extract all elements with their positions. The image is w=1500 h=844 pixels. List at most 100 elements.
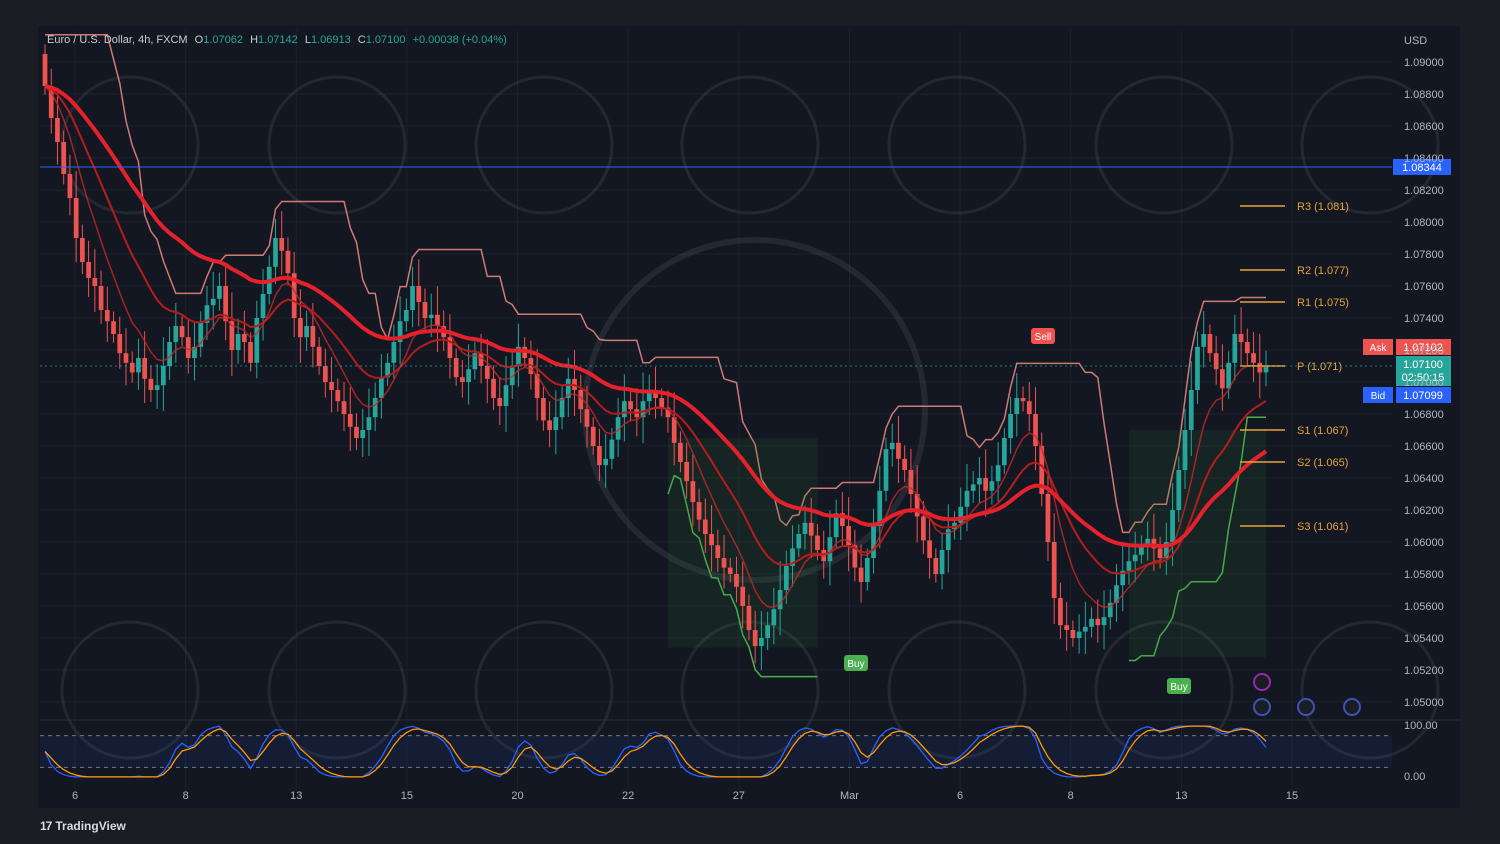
candle-body (1213, 353, 1219, 370)
candle-body (316, 346, 322, 366)
candle-body (995, 465, 1001, 482)
candle-body (347, 414, 353, 427)
candle-body (983, 478, 989, 491)
candle-body (497, 398, 503, 406)
candle-body (1163, 542, 1169, 558)
x-tick-label: 13 (290, 790, 302, 802)
candle-body (1188, 390, 1194, 430)
candle-body (279, 238, 285, 251)
y-tick-label: 1.08200 (1404, 185, 1444, 197)
candle-body (827, 537, 833, 562)
candle-body (597, 446, 602, 466)
candle-body (1157, 548, 1163, 558)
candle-body (547, 420, 552, 430)
candle-body (977, 478, 982, 485)
low-value: 1.06913 (310, 34, 351, 46)
candle-body (833, 513, 839, 538)
candle-body (1126, 561, 1132, 571)
watermark-emblem-icon (474, 75, 614, 215)
candle-body (871, 526, 876, 558)
y-tick-label: 1.05000 (1404, 697, 1444, 709)
tradingview-watermark[interactable]: 17 TradingView (40, 819, 126, 833)
candle-body (111, 321, 116, 334)
candle-body (746, 606, 752, 630)
economic-event-icon (1253, 698, 1271, 716)
candle-body (304, 326, 310, 338)
candle-body (285, 250, 291, 274)
signal-label: Sell (1035, 332, 1052, 343)
candle-body (628, 401, 633, 410)
candle-body (765, 625, 770, 638)
signal-badge (844, 655, 868, 671)
candle-body (621, 401, 627, 418)
candle-body (783, 566, 789, 590)
y-tick-label: 1.08000 (1404, 217, 1444, 229)
ask-price-badge (1396, 339, 1451, 355)
candle-body (210, 298, 216, 306)
candle-body (1257, 362, 1263, 373)
pivot-label: R2 (1.077) (1297, 265, 1349, 277)
indicator-tick: 0.00 (1404, 771, 1425, 783)
candle-body (254, 318, 260, 363)
candle-body (416, 286, 422, 302)
symbol-header[interactable]: Euro / U.S. Dollar, 4h, FXCM O1.07062 H1… (47, 34, 507, 46)
candle-body (73, 198, 79, 238)
candle-body (42, 54, 48, 86)
candle-body (615, 417, 621, 440)
candle-body (379, 377, 384, 398)
candle-body (759, 638, 764, 646)
candle-body (864, 558, 870, 582)
ema-slow-line (44, 84, 1268, 549)
candle-body (260, 294, 266, 318)
candle-body (889, 442, 895, 450)
candle-body (1238, 334, 1244, 342)
candle-body (142, 358, 148, 379)
candle-body (609, 439, 615, 459)
candle-body (802, 522, 808, 534)
candle-body (640, 401, 646, 418)
candle-body (1120, 570, 1126, 586)
bid-price-badge (1396, 387, 1451, 403)
candle-body (671, 417, 677, 443)
candle-body (715, 545, 721, 558)
candle-body (123, 353, 129, 363)
candle-body (690, 481, 696, 502)
candle-body (921, 516, 926, 541)
candle-body (696, 502, 702, 520)
bid-label: Bid (1371, 391, 1385, 402)
candle-body (553, 417, 559, 430)
candle-body (160, 366, 166, 386)
candle-body (217, 286, 222, 299)
change-value: +0.00038 (+0.04%) (412, 34, 507, 46)
trend-resistance-line (45, 34, 1266, 534)
candle-body (354, 426, 359, 438)
candle-body (1045, 494, 1051, 542)
candle-body (117, 334, 123, 354)
candle-body (908, 470, 914, 494)
candle-body (1201, 334, 1207, 347)
candle-body (148, 378, 154, 390)
candle-body (391, 342, 397, 363)
candle-body (665, 407, 671, 418)
candle-body (846, 526, 851, 546)
candle-body (678, 442, 683, 462)
candle-body (410, 286, 415, 310)
candle-body (273, 238, 278, 267)
chart-background (38, 26, 1460, 808)
y-tick-label: 1.09000 (1404, 57, 1444, 69)
candle-body (1263, 366, 1269, 373)
candle-body (1020, 398, 1026, 402)
candle-body (298, 318, 303, 338)
candle-body (1014, 398, 1020, 414)
x-tick-label: 15 (1286, 790, 1298, 802)
tradingview-logo-icon: 17 (40, 819, 52, 833)
candle-body (752, 630, 758, 646)
candle-body (1207, 334, 1213, 354)
candle-body (484, 366, 490, 379)
candle-body (1107, 602, 1113, 618)
bid-tag (1363, 387, 1393, 403)
candle-body (179, 326, 185, 338)
pivot-label: S3 (1.061) (1297, 521, 1348, 533)
